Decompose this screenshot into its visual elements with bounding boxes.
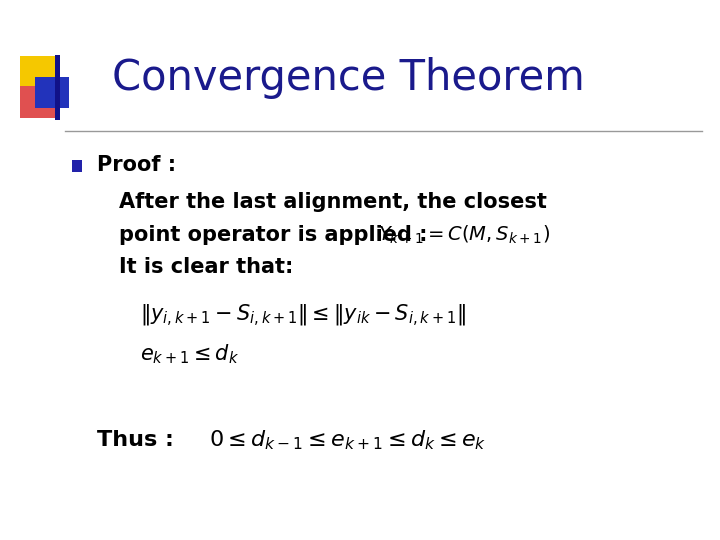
- FancyBboxPatch shape: [72, 160, 82, 172]
- FancyBboxPatch shape: [20, 86, 55, 118]
- Text: point operator is applied :: point operator is applied :: [119, 225, 427, 245]
- FancyBboxPatch shape: [35, 77, 69, 108]
- Text: $\|y_{i,k+1} - S_{i,k+1}\| \leq \|y_{ik} - S_{i,k+1}\|$: $\|y_{i,k+1} - S_{i,k+1}\| \leq \|y_{ik}…: [140, 303, 467, 328]
- Text: After the last alignment, the closest: After the last alignment, the closest: [119, 192, 546, 213]
- FancyBboxPatch shape: [20, 56, 55, 87]
- Text: $e_{k+1} \leq d_k$: $e_{k+1} \leq d_k$: [140, 342, 239, 366]
- Text: Thus :: Thus :: [97, 430, 174, 450]
- Text: $Y_{k+1} = C(M, S_{k+1})$: $Y_{k+1} = C(M, S_{k+1})$: [378, 224, 550, 246]
- Text: Proof :: Proof :: [97, 154, 176, 175]
- Text: Convergence Theorem: Convergence Theorem: [112, 57, 585, 99]
- Text: $0 \leq d_{k-1} \leq e_{k+1} \leq d_k \leq e_k$: $0 \leq d_{k-1} \leq e_{k+1} \leq d_k \l…: [209, 428, 486, 452]
- Text: It is clear that:: It is clear that:: [119, 257, 293, 278]
- FancyBboxPatch shape: [55, 55, 60, 120]
